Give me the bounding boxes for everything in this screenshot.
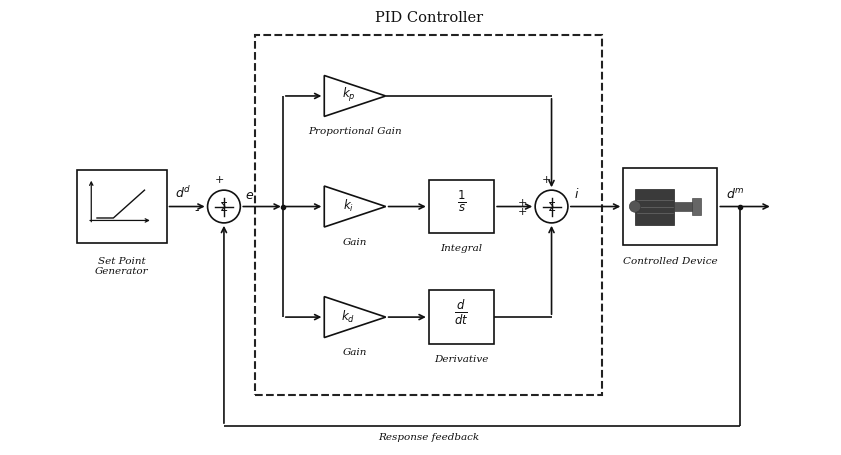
Bar [255, 35, 602, 395]
Text: $e$: $e$ [246, 188, 254, 202]
Text: $k_d$: $k_d$ [341, 308, 356, 324]
Text: $d^m$: $d^m$ [726, 187, 744, 201]
Bar [429, 181, 495, 233]
Circle shape [208, 191, 241, 223]
Bar [429, 291, 495, 344]
Text: Set Point
Generator: Set Point Generator [95, 256, 148, 275]
Text: $k_i$: $k_i$ [343, 197, 354, 213]
Text: $\frac{d}{dt}$: $\frac{d}{dt}$ [454, 297, 468, 326]
Text: +: + [517, 207, 527, 217]
Text: Gain: Gain [343, 238, 368, 246]
Text: Controlled Device: Controlled Device [623, 257, 717, 265]
Text: PID Controller: PID Controller [374, 11, 483, 25]
Bar [692, 199, 701, 215]
Bar [674, 202, 692, 212]
Bar [635, 189, 674, 225]
Text: -: - [195, 204, 199, 217]
Text: $k_p$: $k_p$ [341, 86, 355, 104]
Text: Σ: Σ [220, 201, 228, 213]
Polygon shape [325, 76, 386, 117]
Text: +: + [214, 175, 224, 185]
Text: Σ: Σ [547, 201, 555, 213]
Circle shape [629, 202, 641, 213]
Text: Derivative: Derivative [434, 354, 489, 363]
Text: $d^d$: $d^d$ [175, 185, 191, 201]
Circle shape [535, 191, 568, 223]
Polygon shape [325, 297, 386, 338]
Text: Gain: Gain [343, 348, 368, 357]
Text: Integral: Integral [441, 243, 483, 253]
Text: Response feedback: Response feedback [378, 432, 479, 441]
Polygon shape [325, 187, 386, 228]
Bar [623, 168, 717, 246]
Bar [77, 170, 167, 244]
Text: Proportional Gain: Proportional Gain [308, 127, 402, 136]
Text: $i$: $i$ [574, 187, 579, 201]
Text: +: + [542, 175, 552, 185]
Text: $\frac{1}{s}$: $\frac{1}{s}$ [457, 189, 466, 214]
Text: +: + [517, 197, 527, 207]
